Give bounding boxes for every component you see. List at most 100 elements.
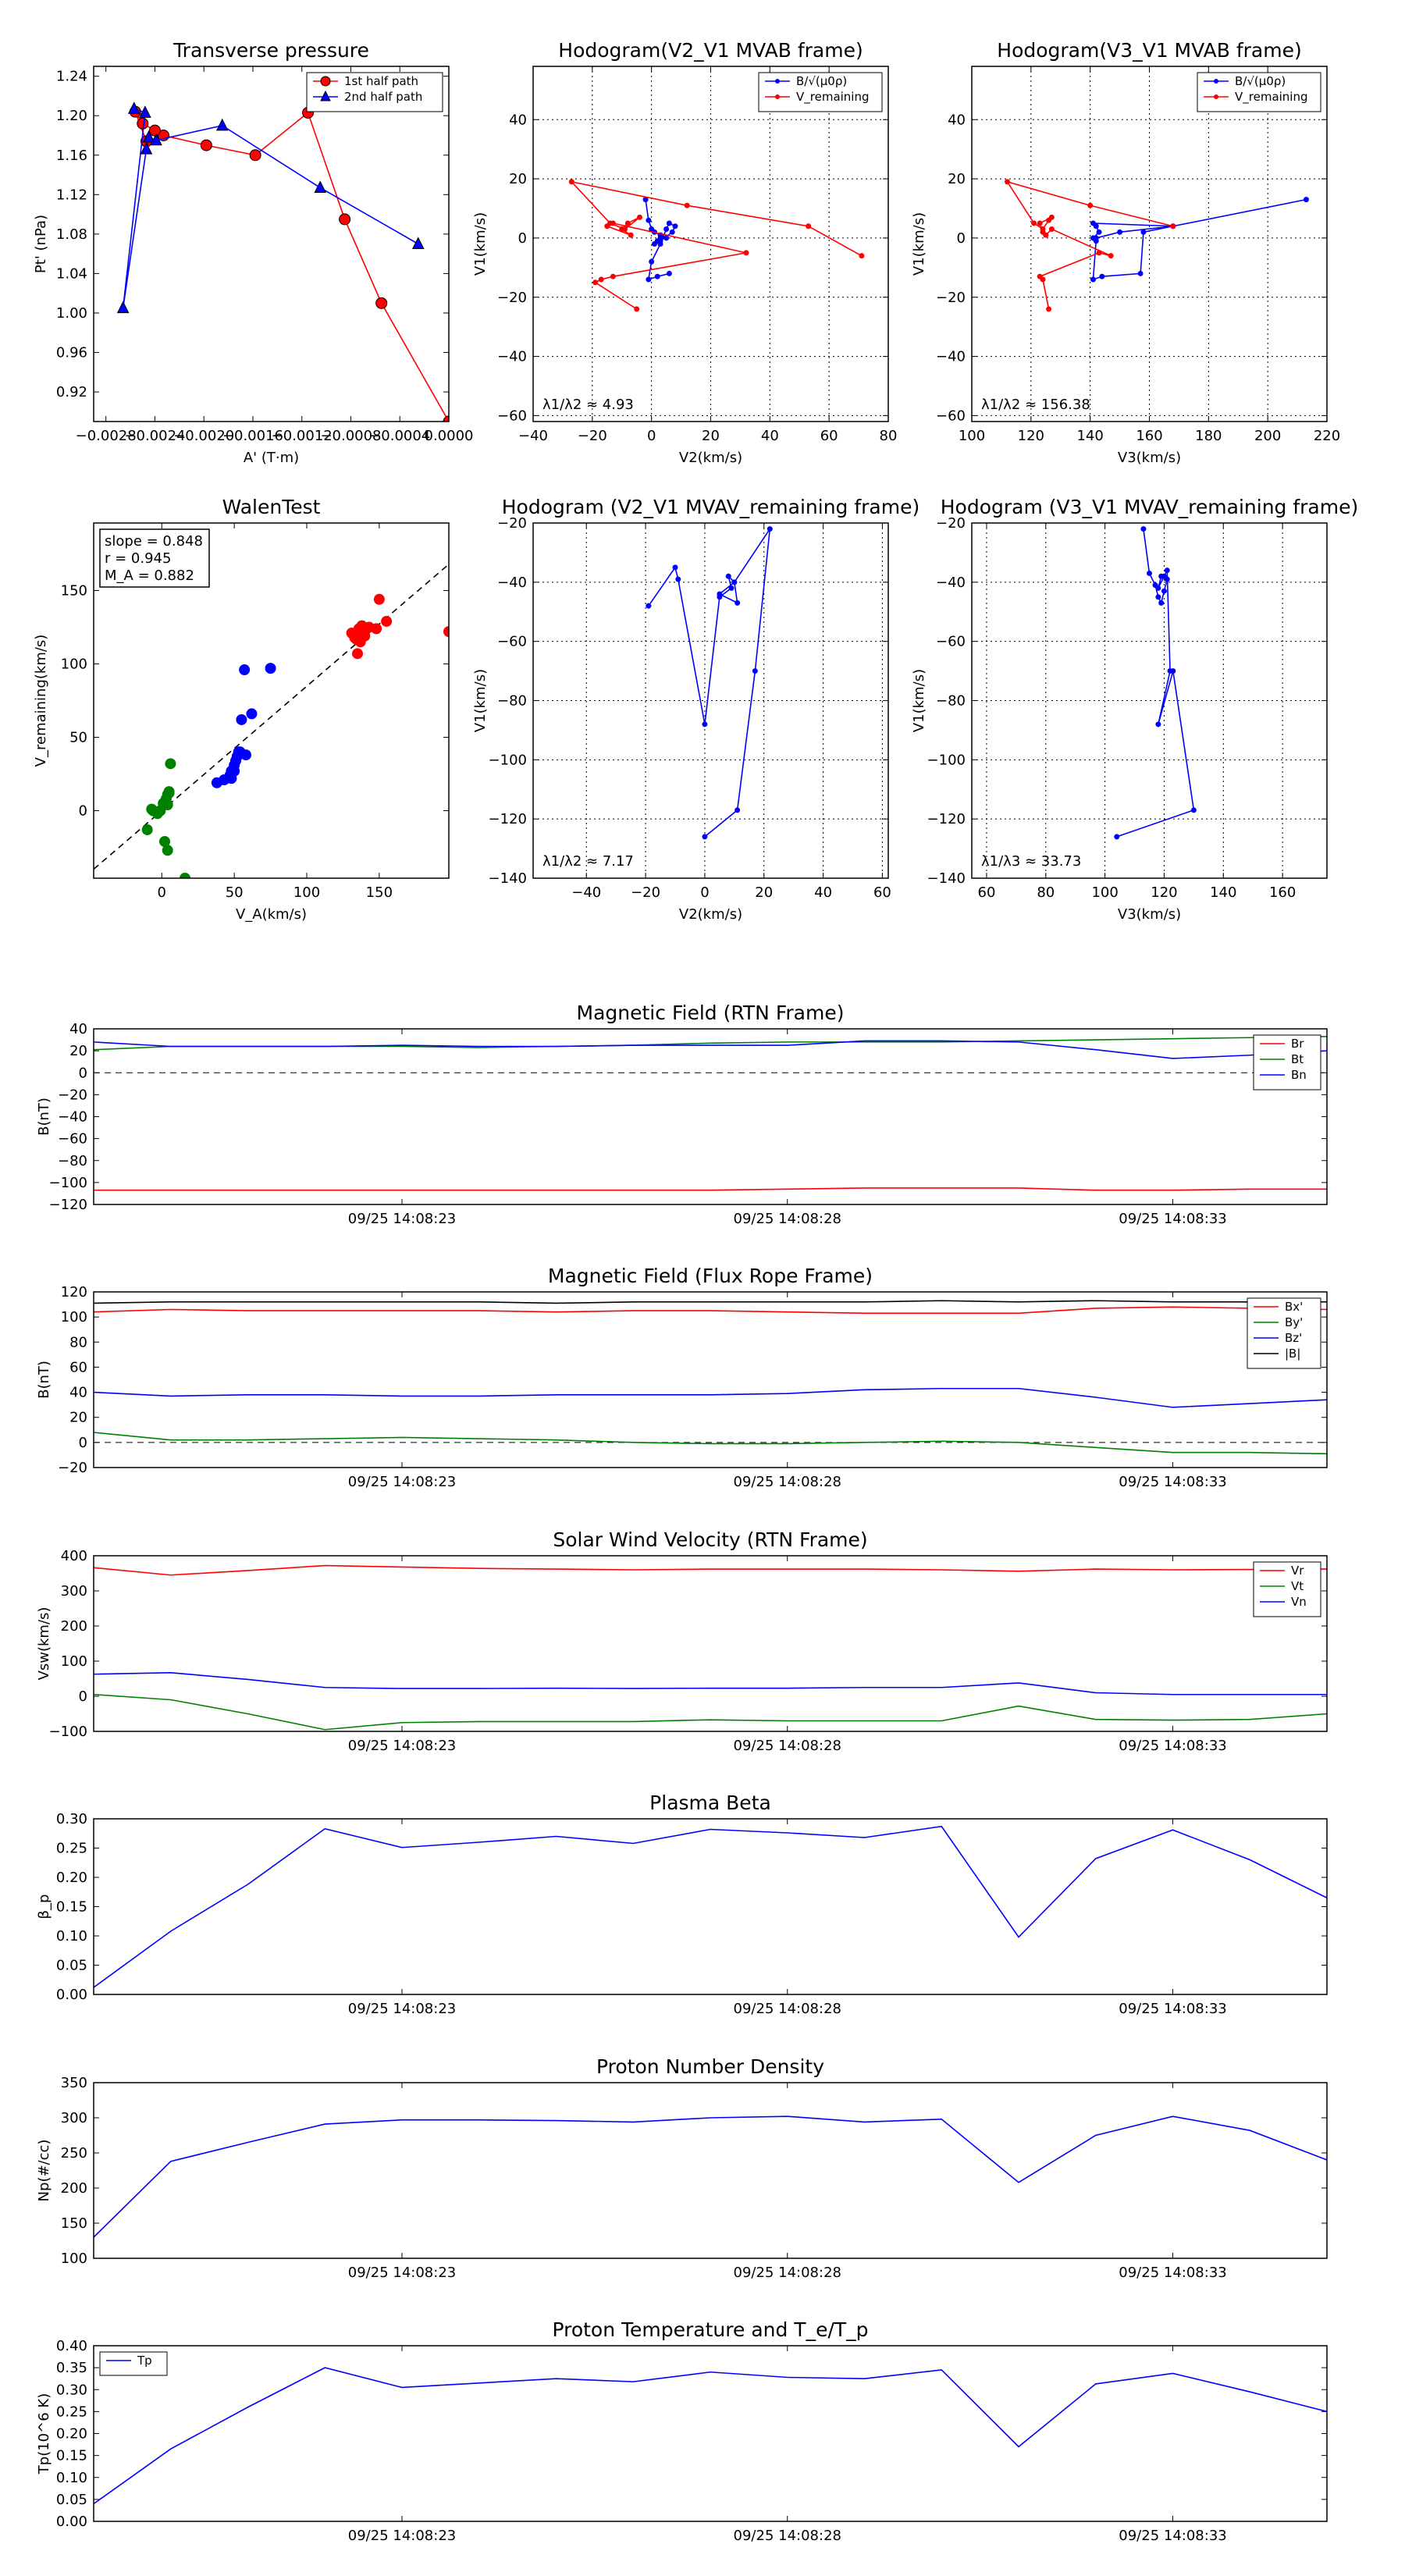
x-tick-label: 09/25 14:08:23 — [348, 1474, 456, 1490]
data-point — [725, 573, 731, 579]
chart-title: Solar Wind Velocity (RTN Frame) — [553, 1528, 867, 1551]
data-point — [646, 217, 652, 223]
x-tick-label: 0 — [158, 884, 166, 901]
data-point — [649, 258, 655, 265]
legend-box — [99, 2351, 168, 2376]
y-tick-label: 40 — [509, 112, 527, 128]
chart-ts1: 09/25 14:08:23 09/25 14:08:28 09/25 14:08:… — [36, 1002, 1328, 1227]
x-tick-label: −0.0004 — [369, 428, 430, 444]
y-tick-label: 0.00 — [56, 2514, 87, 2530]
chart-title: Proton Temperature and T_e/T_p — [552, 2318, 868, 2341]
y-tick-label: −60 — [936, 634, 966, 650]
data-point — [375, 297, 388, 309]
x-tick-label: −20 — [631, 884, 660, 901]
data-point — [1048, 214, 1055, 220]
data-point — [443, 415, 449, 422]
x-tick-label: 0 — [647, 428, 656, 444]
y-tick-label: −100 — [489, 752, 527, 768]
y-tick-label: 20 — [69, 1410, 87, 1426]
chart-ts6: 09/25 14:08:23 09/25 14:08:28 09/25 14:08:… — [36, 2318, 1328, 2544]
y-tick-label: 400 — [61, 1548, 87, 1564]
y-tick-label: −40 — [497, 349, 527, 365]
legend-box — [758, 72, 883, 112]
data-point — [1031, 220, 1037, 226]
plot-area — [94, 1300, 1327, 1455]
y-tick-label: −140 — [927, 870, 966, 887]
data-point — [140, 142, 153, 155]
y-tick-label: 60 — [69, 1359, 87, 1375]
chart-title: WalenTest — [222, 496, 321, 518]
y-tick-label: −40 — [58, 1109, 87, 1126]
x-tick-label: 09/25 14:08:23 — [348, 2001, 456, 2017]
x-axis-label: V_A(km/s) — [236, 906, 307, 923]
chart-h4: 60 80 100 120 140 160 −140 −120 −100 −80 −60 −40 −20… — [911, 496, 1358, 923]
data-point — [1164, 568, 1170, 574]
data-point — [1087, 202, 1094, 208]
x-tick-label: 09/25 14:08:28 — [734, 1474, 841, 1490]
x-tick-label: 09/25 14:08:33 — [1119, 1738, 1226, 1754]
legend-label: By' — [1285, 1315, 1303, 1329]
x-tick-label: 60 — [873, 884, 891, 901]
y-tick-label: 0.20 — [56, 1870, 87, 1886]
y-axis-label: B(nT) — [36, 1098, 52, 1136]
x-tick-label: −0.0024 — [124, 428, 185, 444]
y-tick-label: 0.35 — [56, 2360, 87, 2376]
y-tick-label: 0.05 — [56, 2492, 87, 2508]
y-tick-label: −120 — [49, 1197, 87, 1213]
data-point — [1005, 179, 1010, 185]
x-tick-label: −0.0008 — [320, 428, 381, 444]
x-axis-label: V3(km/s) — [1118, 450, 1181, 466]
data-point — [610, 220, 616, 226]
chart-ts4: 09/25 14:08:23 09/25 14:08:28 09/25 14:08:… — [36, 1791, 1328, 2017]
data-point — [859, 253, 865, 259]
data-point — [646, 276, 652, 283]
chart-title: Hodogram(V3_V1 MVAB frame) — [997, 39, 1301, 62]
scatter-point — [141, 824, 153, 835]
y-tick-label: 150 — [61, 2215, 87, 2232]
series-line-0 — [94, 2115, 1327, 2238]
data-point — [628, 232, 634, 238]
legend-label: Bx' — [1285, 1300, 1303, 1314]
data-point — [624, 220, 631, 226]
data-point — [1140, 229, 1147, 235]
chart-title: Hodogram(V2_V1 MVAB frame) — [558, 39, 863, 62]
data-point — [1046, 306, 1052, 312]
y-tick-label: 1.04 — [56, 265, 87, 282]
data-point — [139, 105, 151, 118]
axes-frame — [93, 1818, 1328, 1995]
stats-line: r = 0.945 — [105, 550, 171, 567]
data-point — [249, 149, 261, 162]
scatter-point — [240, 749, 251, 761]
data-point — [610, 273, 616, 279]
chart-h3: −40 −20 0 20 40 60−140−120−100−80−60−40−20Hod… — [472, 496, 919, 923]
chart-title: Hodogram (V2_V1 MVAV_remaining frame) — [502, 496, 920, 518]
y-tick-label: −120 — [489, 811, 527, 827]
y-tick-label: 20 — [948, 171, 966, 187]
chart-tp: −0.0028−0.0024−0.0020−0.0016−0.0012−0.00… — [33, 39, 473, 466]
y-tick-label: −100 — [927, 752, 966, 768]
data-point — [672, 564, 678, 571]
legend-box — [1247, 1297, 1321, 1369]
y-tick-label: 0.00 — [56, 1987, 87, 2003]
eigenvalue-ratio: λ1/λ3 ≈ 33.73 — [981, 853, 1081, 870]
series-line-2 — [94, 1040, 1327, 1059]
x-tick-label: 120 — [1151, 884, 1177, 901]
y-tick-label: 0 — [518, 230, 527, 247]
scatter-point — [371, 623, 382, 635]
y-tick-label: −100 — [49, 1724, 87, 1740]
x-tick-label: 09/25 14:08:33 — [1119, 2001, 1226, 2017]
series-line-0 — [648, 528, 771, 838]
y-tick-label: 0.15 — [56, 2448, 87, 2464]
chart-ts5: 09/25 14:08:23 09/25 14:08:28 09/25 14:08:… — [36, 2055, 1328, 2281]
x-tick-label: 09/25 14:08:23 — [348, 1211, 456, 1227]
data-point — [767, 526, 773, 532]
scatter-point — [359, 630, 371, 642]
data-point — [675, 576, 681, 582]
y-tick-label: 300 — [61, 2110, 87, 2126]
data-point — [728, 585, 735, 591]
legend-label: |B| — [1285, 1347, 1300, 1361]
y-tick-label: −20 — [58, 1087, 87, 1103]
x-tick-label: 20 — [755, 884, 773, 901]
x-tick-label: 09/25 14:08:23 — [348, 1738, 456, 1754]
